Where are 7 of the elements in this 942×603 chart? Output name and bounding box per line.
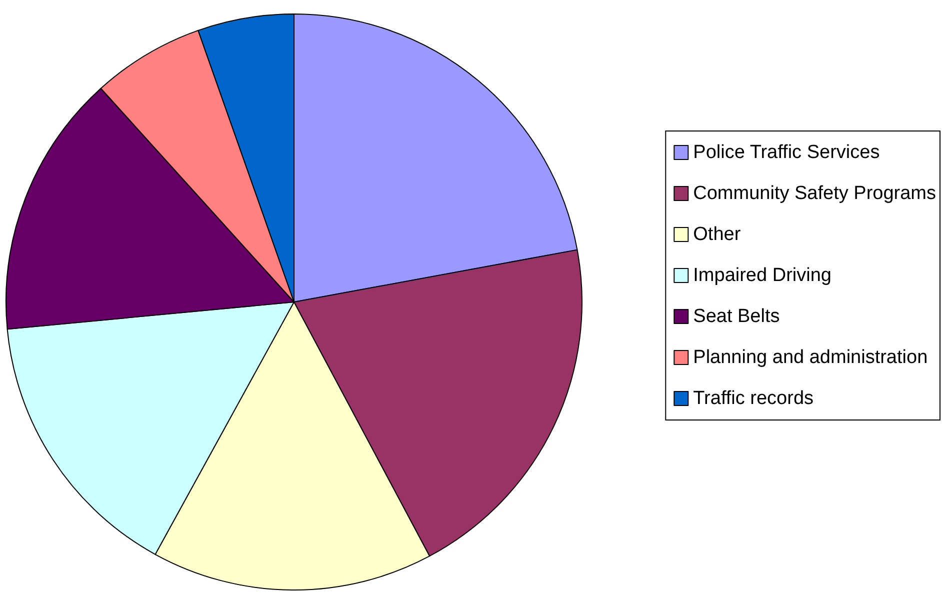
legend-label: Other: [693, 224, 742, 245]
legend-label: Seat Belts: [693, 306, 780, 327]
legend-label: Traffic records: [693, 388, 814, 409]
legend-label: Police Traffic Services: [693, 142, 880, 163]
legend-label: Impaired Driving: [693, 265, 832, 286]
legend-label: Community Safety Programs: [693, 183, 936, 204]
legend-label: Planning and administration: [693, 347, 928, 368]
